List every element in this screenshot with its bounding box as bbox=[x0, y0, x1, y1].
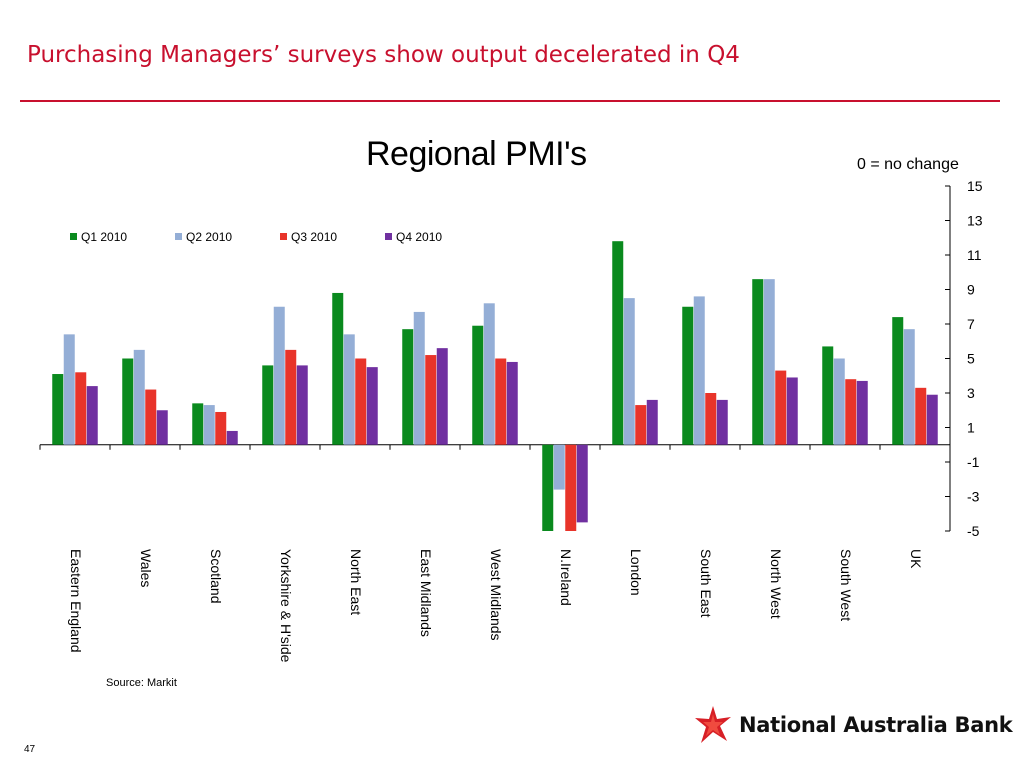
page-number: 47 bbox=[24, 744, 36, 755]
bar-q2-2010 bbox=[833, 358, 845, 445]
bar-q3-2010 bbox=[425, 355, 437, 445]
bar-q4-2010 bbox=[156, 410, 168, 445]
bar-q4-2010 bbox=[226, 430, 238, 445]
bar-q2-2010 bbox=[693, 296, 705, 445]
y-tick-label: -1 bbox=[967, 454, 980, 470]
nab-star-icon bbox=[695, 706, 731, 743]
bar-q3-2010 bbox=[75, 372, 87, 445]
bar-q1-2010 bbox=[472, 325, 484, 445]
category-label: North West bbox=[768, 549, 784, 619]
bar-q3-2010 bbox=[145, 389, 157, 445]
bar-q2-2010 bbox=[553, 444, 565, 490]
bar-q3-2010 bbox=[705, 393, 717, 445]
source-note: Source: Markit bbox=[106, 677, 177, 689]
legend-swatch bbox=[280, 233, 287, 240]
y-tick-label: 11 bbox=[967, 247, 982, 263]
y-tick-label: 3 bbox=[967, 385, 975, 401]
category-label: North East bbox=[348, 549, 364, 615]
category-label: Scotland bbox=[208, 549, 224, 603]
bar-q4-2010 bbox=[786, 377, 798, 445]
bar-q2-2010 bbox=[763, 279, 775, 445]
bar-q1-2010 bbox=[892, 317, 904, 445]
bar-q1-2010 bbox=[192, 403, 204, 445]
bar-q2-2010 bbox=[903, 329, 915, 445]
bar-q3-2010 bbox=[775, 370, 787, 445]
legend-swatch bbox=[175, 233, 182, 240]
y-tick-label: 1 bbox=[967, 420, 975, 436]
bar-q2-2010 bbox=[63, 334, 75, 445]
bar-q3-2010 bbox=[565, 444, 577, 531]
legend-label: Q1 2010 bbox=[81, 230, 127, 244]
bar-q1-2010 bbox=[332, 292, 344, 445]
bar-q4-2010 bbox=[506, 361, 518, 445]
category-label: N.Ireland bbox=[558, 549, 574, 606]
bar-q1-2010 bbox=[612, 241, 624, 445]
bar-q2-2010 bbox=[133, 349, 145, 445]
bar-q2-2010 bbox=[413, 311, 425, 445]
bar-q4-2010 bbox=[86, 386, 98, 445]
bar-q1-2010 bbox=[402, 329, 414, 445]
legend-swatch bbox=[70, 233, 77, 240]
y-tick-label: 9 bbox=[967, 282, 975, 298]
bar-q4-2010 bbox=[856, 380, 868, 445]
legend-label: Q4 2010 bbox=[396, 230, 442, 244]
category-label: London bbox=[628, 549, 644, 596]
category-label: South West bbox=[838, 549, 854, 621]
y-tick-label: 5 bbox=[967, 351, 975, 367]
category-label: South East bbox=[698, 549, 714, 618]
y-tick-label: -5 bbox=[967, 523, 980, 539]
title-divider bbox=[20, 100, 1000, 102]
bar-q1-2010 bbox=[752, 279, 764, 445]
category-label: UK bbox=[908, 549, 924, 569]
nab-logo: National Australia Bank bbox=[693, 705, 1013, 745]
category-label: East Midlands bbox=[418, 549, 434, 637]
bar-q4-2010 bbox=[296, 365, 308, 445]
bar-q4-2010 bbox=[926, 394, 938, 445]
bar-q3-2010 bbox=[845, 379, 857, 445]
bar-q3-2010 bbox=[285, 349, 297, 445]
bar-q4-2010 bbox=[436, 348, 448, 445]
legend-label: Q3 2010 bbox=[291, 230, 337, 244]
logo-text: National Australia Bank bbox=[739, 713, 1013, 737]
bar-q1-2010 bbox=[262, 365, 274, 445]
bar-q2-2010 bbox=[273, 306, 285, 445]
category-label: Eastern England bbox=[68, 549, 84, 653]
bar-q1-2010 bbox=[122, 358, 134, 445]
bar-q1-2010 bbox=[542, 444, 554, 531]
bar-q1-2010 bbox=[822, 346, 834, 445]
category-label: West Midlands bbox=[488, 549, 504, 641]
bar-q1-2010 bbox=[52, 374, 64, 445]
y-tick-label: 13 bbox=[967, 213, 983, 229]
y-axis-note: 0 = no change bbox=[857, 156, 959, 173]
legend-label: Q2 2010 bbox=[186, 230, 232, 244]
bar-q2-2010 bbox=[343, 334, 355, 445]
bar-q3-2010 bbox=[215, 411, 227, 445]
bar-q4-2010 bbox=[716, 399, 728, 445]
bar-q3-2010 bbox=[915, 387, 927, 445]
bar-q2-2010 bbox=[203, 405, 215, 445]
category-label: Wales bbox=[138, 549, 154, 587]
bar-q3-2010 bbox=[635, 405, 647, 445]
bar-q2-2010 bbox=[623, 298, 635, 445]
bar-q3-2010 bbox=[355, 358, 367, 445]
y-tick-label: -3 bbox=[967, 489, 980, 505]
bar-q4-2010 bbox=[366, 367, 378, 445]
bar-q3-2010 bbox=[495, 358, 507, 445]
y-tick-label: 15 bbox=[967, 178, 983, 194]
y-tick-label: 7 bbox=[967, 316, 975, 332]
legend-swatch bbox=[385, 233, 392, 240]
bar-q2-2010 bbox=[483, 303, 495, 445]
bar-q1-2010 bbox=[682, 306, 694, 445]
category-label: Yorkshire & H'side bbox=[278, 549, 294, 663]
bar-q4-2010 bbox=[646, 399, 658, 445]
bar-q4-2010 bbox=[576, 444, 588, 523]
chart-title: Regional PMI's bbox=[366, 135, 587, 173]
slide-title: Purchasing Managers’ surveys show output… bbox=[27, 42, 740, 68]
